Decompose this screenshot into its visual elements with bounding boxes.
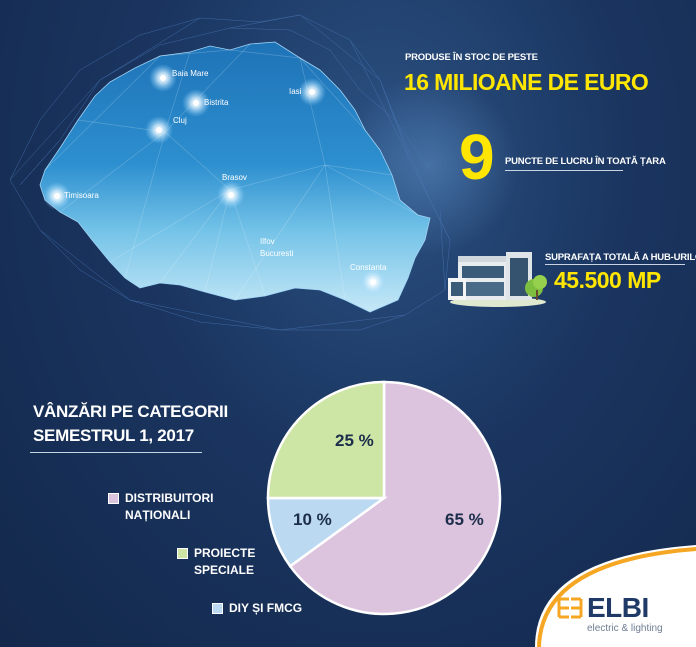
legend-swatch: [108, 493, 119, 504]
elbi-mark-icon: [557, 597, 583, 619]
surface-label: SUPRAFAȚA TOTALĂ A HUB-URILOR:: [545, 252, 696, 263]
city-dot: [193, 100, 199, 106]
chart-title-line2: SEMESTRUL 1, 2017: [33, 426, 194, 445]
city-label-baia-mare: Baia Mare: [172, 69, 209, 78]
city-dot: [228, 192, 234, 198]
romania-shape: [39, 41, 431, 313]
legend-label: DIY ȘI FMCG: [229, 601, 303, 615]
surface-underline: [545, 264, 685, 265]
chart-title-rule: [30, 452, 202, 453]
city-dot: [309, 89, 315, 95]
chart-title-line1: VÂNZĂRI PE CATEGORII: [33, 402, 228, 421]
pie-slice: [288, 380, 502, 616]
network-mesh: [9, 14, 451, 331]
city-label-constanta: Constanta: [350, 263, 387, 272]
points-number: 9: [459, 121, 495, 193]
building-icon: [448, 252, 547, 307]
city-label-bistrita: Bistrita: [204, 98, 229, 107]
romania-map: [9, 14, 520, 331]
points-underline: [505, 170, 623, 171]
city-label-cluj: Cluj: [173, 116, 187, 125]
pie-slice: [266, 496, 388, 568]
city-label-ilfov: Ilfov: [260, 237, 275, 246]
logo-tagline: electric & lighting: [587, 623, 663, 634]
city-glows: [43, 64, 387, 296]
pie-slice-label: 25 %: [335, 431, 374, 450]
points-label: PUNCTE DE LUCRU ÎN TOATĂ ȚARA: [505, 156, 666, 167]
city-dot: [370, 279, 376, 285]
surface-value: 45.500 MP: [554, 267, 661, 293]
city-dot: [160, 75, 166, 81]
city-label-timisoara: Timisoara: [64, 191, 99, 200]
pie-slice-label: 65 %: [445, 510, 484, 529]
legend-swatch: [177, 548, 188, 559]
legend-swatch: [212, 603, 223, 614]
logo-name: ELBI: [587, 592, 649, 623]
legend-label: DISTRIBUITORI NAȚIONALI: [125, 491, 214, 522]
elbi-logo: ELBI electric & lighting: [535, 545, 696, 647]
pie-slice: [266, 380, 386, 500]
pie-slice-label: 10 %: [293, 510, 332, 529]
logo-swoosh: [535, 545, 696, 647]
stock-value: 16 MILIOANE DE EURO: [404, 69, 649, 95]
city-dot: [156, 127, 162, 133]
pie-chart: 65 % 10 % 25 %: [266, 380, 502, 616]
stock-label: PRODUSE ÎN STOC DE PESTE: [405, 52, 538, 63]
legend-label: PROIECTE SPECIALE: [194, 546, 256, 577]
city-label-brasov: Brasov: [222, 173, 247, 182]
city-label-iasi: Iasi: [289, 87, 302, 96]
city-label-bucuresti: Bucuresti: [260, 249, 294, 258]
city-dot: [54, 193, 60, 199]
